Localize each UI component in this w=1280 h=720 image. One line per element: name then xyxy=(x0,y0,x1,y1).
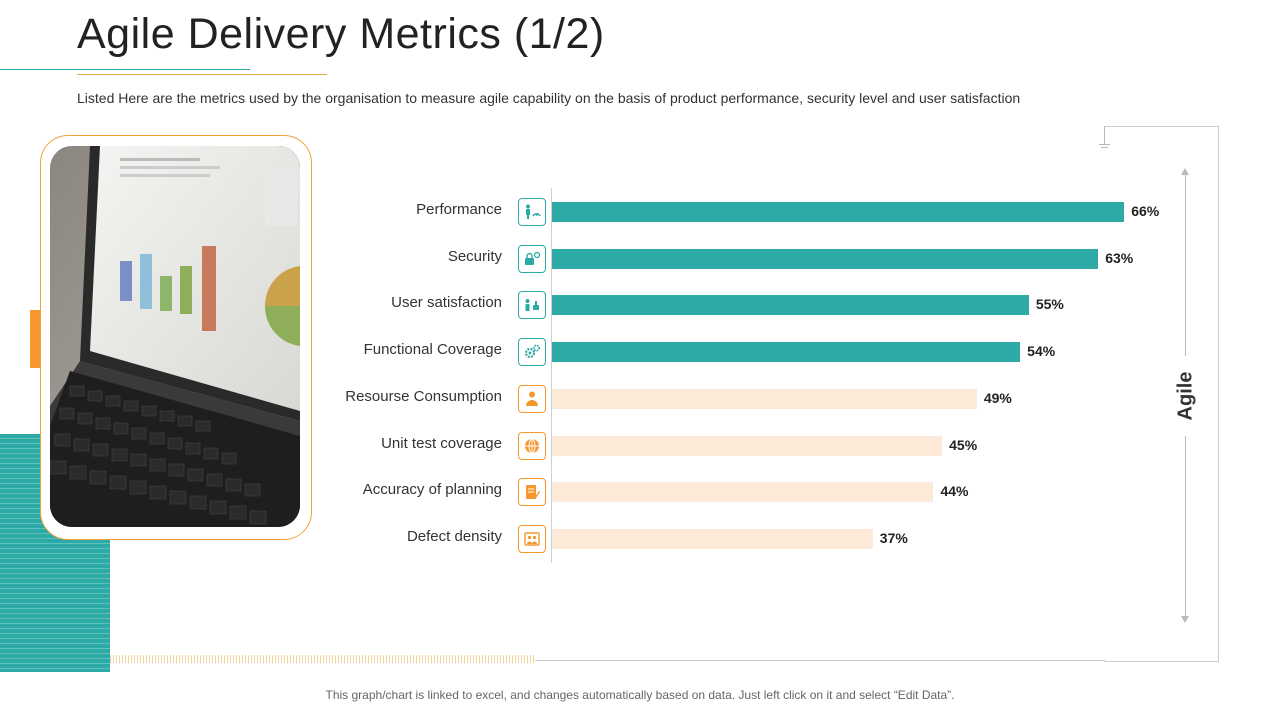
bar-value-label: 55% xyxy=(1035,296,1064,313)
bar-label: Defect density xyxy=(406,527,502,545)
title-underline-teal xyxy=(0,69,250,70)
bar-label: User satisfaction xyxy=(391,294,502,312)
agile-arrow-line-bottom xyxy=(1185,436,1186,620)
chart-axis-line xyxy=(551,188,552,563)
bar-value-label: 44% xyxy=(940,483,969,500)
bar-label: Security xyxy=(447,247,502,265)
bar-value-label: 37% xyxy=(879,529,908,546)
frame-tick xyxy=(1099,144,1110,145)
bar-value-label: 54% xyxy=(1027,343,1056,360)
bar xyxy=(552,295,1029,316)
page-title: Agile Delivery Metrics (1/2) xyxy=(77,10,605,58)
arrow-down-icon xyxy=(1181,616,1189,623)
title-underline-gold xyxy=(77,74,327,75)
document-edit-icon xyxy=(518,478,546,507)
frame-tick xyxy=(1104,126,1105,144)
user-satisfaction-icon xyxy=(518,291,546,320)
performance-icon xyxy=(518,198,546,226)
security-icon xyxy=(518,244,546,273)
bar-value-label: 66% xyxy=(1131,203,1160,219)
bar-value-label: 49% xyxy=(983,389,1012,406)
bar xyxy=(552,202,1125,222)
agile-arrow-line-top xyxy=(1185,172,1186,356)
person-icon xyxy=(518,384,546,413)
arrow-up-icon xyxy=(1181,168,1189,175)
bar-label: Unit test coverage xyxy=(381,434,502,452)
frame-tick xyxy=(1101,147,1108,148)
laptop-photo xyxy=(50,146,300,527)
bar-value-label: 63% xyxy=(1105,249,1134,266)
footnote: This graph/chart is linked to excel, and… xyxy=(325,688,955,702)
bar xyxy=(552,388,977,409)
gears-icon xyxy=(518,338,546,367)
chart-frame xyxy=(1104,126,1219,662)
decorative-hatch-strip xyxy=(110,655,535,663)
globe-icon xyxy=(518,431,546,460)
bar-value-label: 45% xyxy=(949,436,978,453)
bar xyxy=(552,342,1021,363)
chart-frame-bottom-line xyxy=(535,660,1105,661)
page-subtitle: Listed Here are the metrics used by the … xyxy=(77,90,1021,106)
bar-label: Resourse Consumption xyxy=(345,387,502,405)
bar xyxy=(552,482,934,503)
bar xyxy=(552,528,873,549)
bar-label: Functional Coverage xyxy=(363,341,502,359)
bar-label: Accuracy of planning xyxy=(362,481,502,499)
bar-label: Performance xyxy=(416,201,502,218)
bar xyxy=(552,435,943,456)
image-icon xyxy=(518,524,546,553)
bar xyxy=(552,248,1099,269)
